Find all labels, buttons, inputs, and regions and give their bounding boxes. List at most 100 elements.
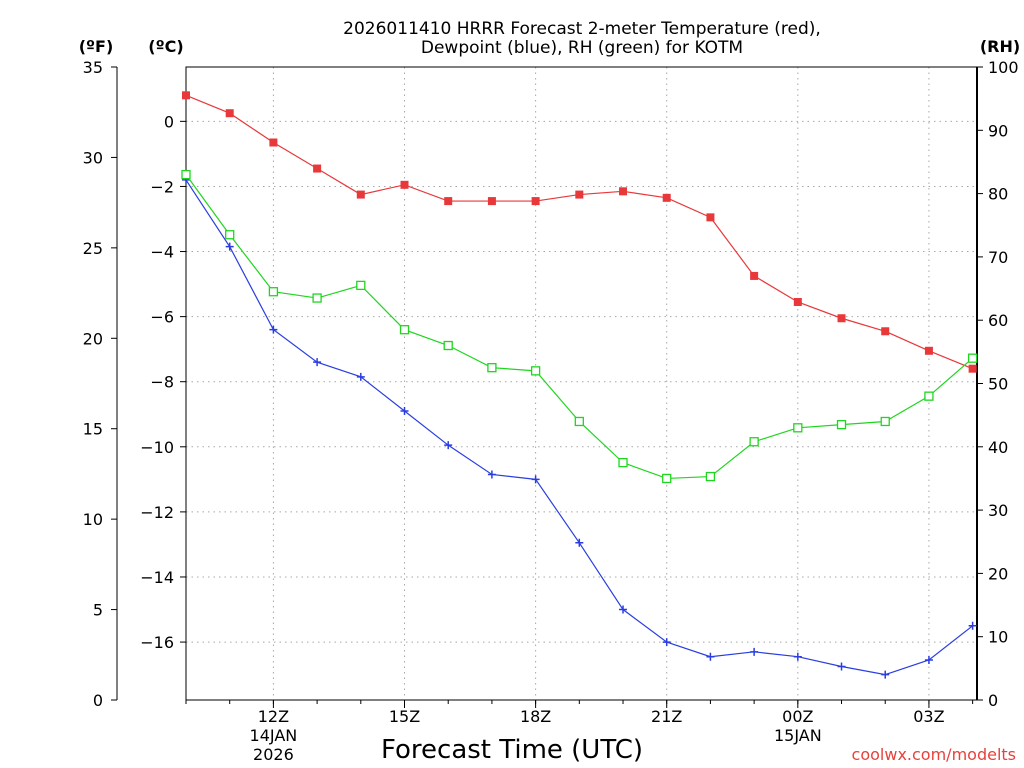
celsius-tick-label: −16 — [140, 633, 174, 652]
fahrenheit-tick-label: 10 — [83, 510, 103, 529]
celsius-tick-label: −8 — [150, 373, 174, 392]
celsius-tick-label: −12 — [140, 503, 174, 522]
rh-point — [924, 391, 934, 401]
gridlines — [186, 67, 977, 700]
rh-tick-label: 40 — [988, 438, 1008, 457]
celsius-tick-label: −4 — [150, 243, 174, 262]
rh-point — [312, 293, 322, 303]
2-meter-temperature-point — [619, 187, 628, 196]
rh-point — [793, 423, 803, 433]
fahrenheit-tick-label: 25 — [83, 239, 103, 258]
dewpoint-point — [313, 358, 322, 367]
dewpoint-point — [400, 407, 409, 416]
rh-tick-label: 80 — [988, 185, 1008, 204]
2-meter-temperature-point — [400, 180, 409, 189]
rh-point — [399, 325, 410, 335]
fahrenheit-tick-label: 20 — [83, 329, 103, 348]
2-meter-temperature-point — [531, 197, 540, 206]
dewpoint-point — [225, 242, 234, 251]
dewpoint-point — [662, 638, 671, 647]
2-meter-temperature-point — [487, 197, 496, 206]
dewpoint-point — [968, 621, 977, 630]
rh-point — [749, 437, 759, 447]
dewpoint-point — [881, 670, 890, 679]
2-meter-temperature-point — [706, 213, 715, 222]
chart-title-line-1: 2026011410 HRRR Forecast 2-meter Tempera… — [343, 19, 821, 39]
axes: 0 5 10 15 20 25 30 35 0 −2 −4 −6 −8 −10 −12 −14 −16 0 10 20… — [83, 58, 1019, 764]
rh-point — [967, 353, 978, 363]
fahrenheit-tick-label: 0 — [93, 691, 103, 710]
rh-tick-label: 60 — [988, 311, 1008, 330]
rh-point — [836, 419, 847, 430]
celsius-tick-label: −14 — [140, 568, 174, 587]
dewpoint-point — [793, 652, 802, 661]
2-meter-temperature-point — [182, 91, 190, 100]
celsius-unit-label: (ºC) — [148, 37, 183, 56]
x-tick-label: 14JAN — [250, 726, 298, 745]
credit-text: coolwx.com/modelts — [852, 745, 1016, 764]
dewpoint-point — [269, 325, 278, 334]
dewpoint-point — [619, 605, 628, 614]
2-meter-temperature-point — [444, 197, 453, 206]
x-tick-label: 2026 — [253, 745, 294, 764]
x-tick-label: 12Z — [258, 707, 289, 726]
x-tick-label: 18Z — [520, 707, 551, 726]
rh-point — [443, 340, 453, 351]
x-axis-label: Forecast Time (UTC) — [381, 735, 643, 765]
rh-point — [487, 363, 497, 373]
plot-frame — [185, 66, 978, 701]
2-meter-temperature-point — [356, 190, 365, 199]
dewpoint-point — [837, 662, 846, 671]
dewpoint-point — [575, 538, 584, 547]
rh-tick-label: 50 — [988, 375, 1008, 394]
fahrenheit-tick-label: 15 — [83, 420, 103, 439]
fahrenheit-unit-label: (ºF) — [79, 37, 114, 56]
rh-line — [185, 174, 974, 480]
celsius-tick-label: −2 — [150, 177, 174, 196]
x-tick-label: 21Z — [651, 707, 682, 726]
2-meter-temperature-point — [837, 314, 846, 323]
2-meter-temperature-line — [185, 94, 973, 370]
chart-title-line-2: Dewpoint (blue), RH (green) for KOTM — [421, 38, 743, 58]
rh-tick-label: 20 — [988, 564, 1008, 583]
2-meter-temperature-point — [924, 346, 933, 355]
rh-tick-label: 30 — [988, 501, 1008, 520]
rh-point — [225, 230, 235, 240]
dewpoint-line — [185, 179, 973, 676]
dewpoint-point — [750, 647, 759, 656]
rh-tick-label: 70 — [988, 248, 1008, 267]
dewpoint-point — [356, 372, 365, 381]
rh-tick-label: 90 — [988, 121, 1008, 140]
dewpoint-point — [487, 470, 496, 479]
2-meter-temperature-point — [575, 190, 584, 199]
2-meter-temperature-point — [269, 138, 278, 147]
x-tick-label: 00Z — [782, 707, 813, 726]
dewpoint-point — [706, 652, 715, 661]
2-meter-temperature-point — [968, 364, 977, 373]
rh-point — [574, 416, 584, 427]
data-series — [181, 91, 978, 679]
rh-point — [530, 366, 541, 376]
x-tick-label: 15Z — [389, 707, 420, 726]
rh-tick-label: 100 — [988, 58, 1019, 77]
2-meter-temperature-point — [662, 193, 671, 202]
rh-point — [356, 280, 366, 291]
2-meter-temperature-point — [225, 109, 234, 118]
rh-point — [662, 473, 672, 484]
rh-point — [618, 457, 628, 468]
dewpoint-point — [531, 475, 540, 484]
celsius-tick-label: −6 — [150, 308, 174, 327]
x-tick-label: 15JAN — [774, 726, 822, 745]
rh-point — [705, 471, 716, 482]
x-tick-label: 03Z — [913, 707, 944, 726]
rh-point — [181, 169, 191, 180]
2-meter-temperature-point — [313, 164, 322, 173]
celsius-tick-label: −10 — [140, 438, 174, 457]
fahrenheit-tick-label: 35 — [83, 58, 103, 77]
rh-point — [268, 287, 279, 297]
2-meter-temperature-point — [881, 327, 890, 336]
2-meter-temperature-point — [793, 297, 802, 306]
dewpoint-point — [924, 655, 933, 664]
rh-tick-label: 10 — [988, 628, 1008, 647]
